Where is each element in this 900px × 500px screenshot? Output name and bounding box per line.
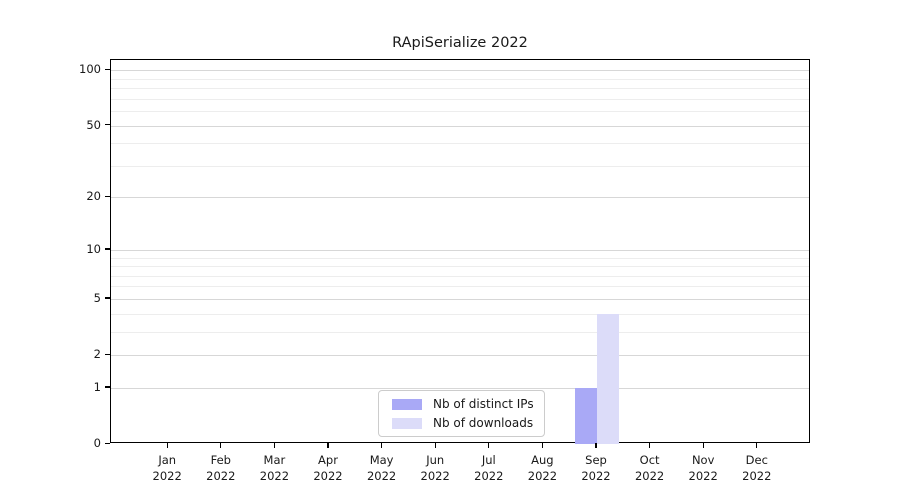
y-tick-label-10: 10 xyxy=(86,241,101,256)
gridline-major-20 xyxy=(111,197,809,199)
gridline-minor-7 xyxy=(111,275,809,277)
x-tick-mark-jun-2022 xyxy=(434,443,436,448)
x-tick-mark-feb-2022 xyxy=(220,443,222,448)
x-tick-label-mar-2022: Mar 2022 xyxy=(259,453,290,483)
x-tick-mark-jan-2022 xyxy=(166,443,168,448)
y-tick-mark-50 xyxy=(105,124,110,126)
x-tick-label-dec-2022: Dec 2022 xyxy=(742,453,772,483)
x-tick-label-nov-2022: Nov 2022 xyxy=(688,453,718,483)
legend-swatch-distinct-ips xyxy=(392,398,422,410)
gridline-minor-90 xyxy=(111,78,809,80)
x-tick-label-apr-2022: Apr 2022 xyxy=(313,453,343,483)
x-tick-mark-aug-2022 xyxy=(541,443,544,448)
x-tick-label-sep-2022: Sep 2022 xyxy=(581,453,611,483)
y-tick-mark-0 xyxy=(105,442,110,444)
x-tick-mark-oct-2022 xyxy=(649,443,651,448)
legend-label-distinct-ips: Nb of distinct IPs xyxy=(433,397,534,411)
x-tick-label-may-2022: May 2022 xyxy=(366,453,397,483)
gridline-major-5 xyxy=(111,298,809,300)
y-tick-label-0: 0 xyxy=(93,436,101,450)
x-tick-label-feb-2022: Feb 2022 xyxy=(206,453,236,483)
x-tick-label-jan-2022: Jan 2022 xyxy=(152,453,182,483)
x-tick-mark-may-2022 xyxy=(381,443,383,448)
y-tick-mark-1 xyxy=(105,386,110,388)
gridline-minor-30 xyxy=(111,165,809,167)
gridline-major-1 xyxy=(111,387,809,389)
gridline-minor-8 xyxy=(111,266,809,268)
gridline-minor-9 xyxy=(111,257,809,259)
plot-area: Nb of distinct IPs Nb of downloads xyxy=(110,59,810,444)
gridline-minor-70 xyxy=(111,98,809,100)
y-tick-mark-10 xyxy=(105,248,110,250)
legend-row-distinct-ips: Nb of distinct IPs xyxy=(392,397,534,411)
x-tick-label-jun-2022: Jun 2022 xyxy=(420,453,450,483)
gridline-minor-3 xyxy=(111,331,809,333)
gridline-major-100 xyxy=(111,70,809,72)
gridline-major-2 xyxy=(111,355,809,357)
gridline-minor-6 xyxy=(111,286,809,288)
x-tick-mark-nov-2022 xyxy=(702,443,704,448)
bar-nb-of-distinct-ips-sep-2022 xyxy=(575,387,597,444)
y-tick-label-5: 5 xyxy=(93,290,101,305)
gridline-minor-60 xyxy=(111,111,809,113)
gridline-minor-40 xyxy=(111,143,809,145)
y-tick-label-50: 50 xyxy=(86,117,101,132)
y-tick-mark-2 xyxy=(105,353,110,355)
y-tick-mark-20 xyxy=(105,195,110,198)
x-tick-mark-jul-2022 xyxy=(488,443,490,448)
x-tick-label-aug-2022: Aug 2022 xyxy=(527,453,558,483)
x-tick-mark-apr-2022 xyxy=(327,443,329,448)
legend-label-downloads: Nb of downloads xyxy=(433,416,534,430)
gridline-major-50 xyxy=(111,125,809,127)
bar-nb-of-downloads-sep-2022 xyxy=(597,313,619,444)
y-tick-label-20: 20 xyxy=(86,189,101,204)
y-tick-mark-5 xyxy=(105,297,110,299)
legend-swatch-downloads xyxy=(392,417,422,429)
y-tick-label-2: 2 xyxy=(93,347,101,362)
legend: Nb of distinct IPs Nb of downloads xyxy=(378,390,545,437)
gridline-minor-4 xyxy=(111,313,809,315)
x-tick-mark-dec-2022 xyxy=(756,443,758,448)
x-tick-mark-sep-2022 xyxy=(595,443,597,448)
x-tick-mark-mar-2022 xyxy=(273,443,276,448)
chart-title: RApiSerialize 2022 xyxy=(392,35,528,51)
legend-row-downloads: Nb of downloads xyxy=(392,416,534,430)
y-tick-mark-100 xyxy=(105,68,110,71)
y-tick-label-100: 100 xyxy=(79,62,101,77)
gridline-major-10 xyxy=(111,249,809,251)
y-tick-label-1: 1 xyxy=(93,379,101,394)
x-tick-label-jul-2022: Jul 2022 xyxy=(474,453,504,483)
gridline-minor-80 xyxy=(111,88,809,90)
x-tick-label-oct-2022: Oct 2022 xyxy=(634,453,665,483)
